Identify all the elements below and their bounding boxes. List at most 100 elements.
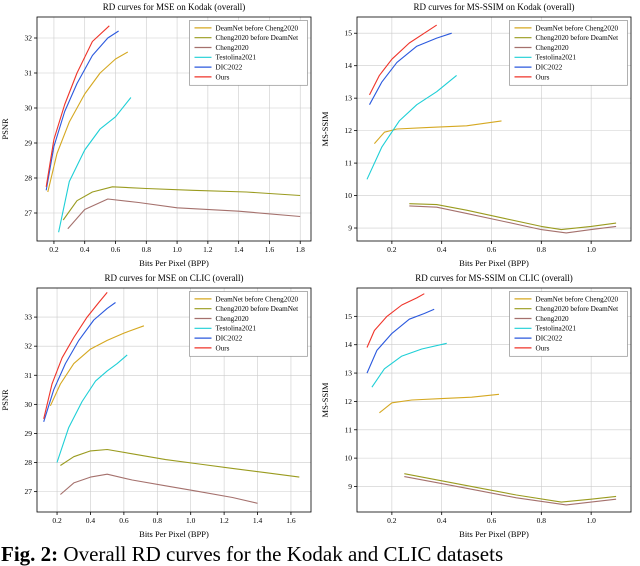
y-tick-label: 13 xyxy=(345,369,353,378)
x-tick-label: 1.0 xyxy=(186,516,196,525)
x-tick-label: 0.2 xyxy=(52,516,62,525)
chart-title: RD curves for MS-SSIM on CLIC (overall) xyxy=(415,273,572,283)
plot-frame xyxy=(356,16,632,242)
legend-box xyxy=(509,20,628,86)
y-tick-label: 15 xyxy=(345,312,353,321)
legend-label: Cheng2020 before DeamNet xyxy=(536,34,619,42)
y-tick-label: 31 xyxy=(25,69,33,78)
x-tick-label: 1.0 xyxy=(586,516,596,525)
series-line-cheng2020-before-deamnet xyxy=(409,203,617,231)
x-tick-label: 0.2 xyxy=(49,245,59,254)
x-tick-label: 0.2 xyxy=(387,245,397,254)
legend-label: Cheng2020 xyxy=(536,315,570,323)
legend-label: Testolina2021 xyxy=(216,325,257,333)
chart-mse-clic: 0.2 0.4 0.6 0.8 1.0 1.2 1.4 1.6 27 28 29 30 31 32 33 RD… xyxy=(0,271,320,542)
chart-title: RD curves for MS-SSIM on Kodak (overall) xyxy=(414,2,575,12)
x-tick-label: 0.2 xyxy=(387,516,397,525)
plot-frame xyxy=(36,16,312,242)
y-tick-label: 28 xyxy=(25,458,33,467)
legend-box xyxy=(189,20,308,86)
x-tick-label: 0.6 xyxy=(487,245,497,254)
y-tick-label: 27 xyxy=(25,487,33,496)
y-tick-label: 30 xyxy=(25,400,33,409)
series-line-testolina2021 xyxy=(371,342,447,388)
y-tick-label: 10 xyxy=(345,454,353,463)
legend-label: DIC2022 xyxy=(216,64,243,72)
chart-canvas: 0.2 0.4 0.6 0.8 1.0 1.2 1.4 1.6 27 28 29 30 31 32 33 RD… xyxy=(0,273,312,539)
legend-label: DIC2022 xyxy=(536,64,563,72)
legend-label: DeamNet before Cheng2020 xyxy=(536,295,619,303)
plot-frame xyxy=(36,287,312,513)
series-line-cheng2020 xyxy=(404,476,617,506)
series-line-cheng2020-before-deamnet xyxy=(60,448,300,478)
chart-title: RD curves for MSE on CLIC (overall) xyxy=(105,273,244,283)
y-tick-label: 10 xyxy=(345,191,353,200)
charts-grid: 0.2 0.4 0.6 0.8 1.0 1.2 1.4 1.6 1.8 27 28 29 30 31 32 R… xyxy=(0,0,640,542)
series-line-testolina2021 xyxy=(56,354,128,463)
caption-label: Fig. 2: xyxy=(1,542,59,566)
legend-label: Ours xyxy=(216,73,230,81)
chart-canvas: 0.2 0.4 0.6 0.8 1.0 1.2 1.4 1.6 1.8 27 28 29 30 31 32 R… xyxy=(0,2,312,268)
x-tick-label: 1.6 xyxy=(286,516,296,525)
series-line-dic2022 xyxy=(43,302,116,422)
x-tick-label: 0.8 xyxy=(153,516,163,525)
series-line-cheng2020 xyxy=(60,473,258,504)
x-tick-label: 0.4 xyxy=(437,245,447,254)
x-tick-label: 1.4 xyxy=(253,516,263,525)
y-axis-label: PSNR xyxy=(0,118,10,140)
series-line-cheng2020 xyxy=(67,198,301,230)
series-line-deamnet-before-cheng2020 xyxy=(47,51,129,193)
x-tick-label: 1.0 xyxy=(586,245,596,254)
x-tick-label: 0.6 xyxy=(111,245,121,254)
x-tick-label: 0.8 xyxy=(142,245,152,254)
x-tick-label: 0.6 xyxy=(119,516,129,525)
series-line-dic2022 xyxy=(366,308,435,374)
x-tick-label: 0.8 xyxy=(537,245,547,254)
y-tick-label: 14 xyxy=(345,340,353,349)
legend-label: Cheng2020 xyxy=(216,315,250,323)
legend-label: DIC2022 xyxy=(536,335,563,343)
x-tick-label: 1.4 xyxy=(234,245,244,254)
x-tick-label: 1.6 xyxy=(265,245,275,254)
x-tick-label: 0.4 xyxy=(86,516,96,525)
x-tick-label: 0.4 xyxy=(80,245,90,254)
y-tick-label: 28 xyxy=(25,174,33,183)
y-tick-label: 29 xyxy=(25,139,33,148)
y-axis-label: MS-SSIM xyxy=(320,382,330,417)
y-tick-label: 33 xyxy=(25,313,33,322)
legend-label: Ours xyxy=(536,73,550,81)
chart-msssim-kodak: 0.2 0.4 0.6 0.8 1.0 9 10 11 12 13 14 15 RD curves fo… xyxy=(320,0,640,271)
legend-label: Cheng2020 xyxy=(536,44,570,52)
plot-frame xyxy=(356,287,632,513)
legend-label: DeamNet before Cheng2020 xyxy=(216,295,299,303)
y-axis-label: MS-SSIM xyxy=(320,111,330,146)
series-line-testolina2021 xyxy=(58,97,132,233)
legend-box xyxy=(509,291,628,357)
series-line-deamnet-before-cheng2020 xyxy=(373,120,502,144)
series-line-ours xyxy=(45,25,110,187)
y-tick-label: 32 xyxy=(25,34,33,43)
series-line-ours xyxy=(366,293,425,348)
x-tick-label: 1.2 xyxy=(219,516,229,525)
y-tick-label: 11 xyxy=(345,159,352,168)
legend-label: DeamNet before Cheng2020 xyxy=(216,24,299,32)
y-tick-label: 9 xyxy=(348,482,352,491)
y-tick-label: 11 xyxy=(345,425,352,434)
legend-label: Cheng2020 before DeamNet xyxy=(216,305,299,313)
y-tick-label: 27 xyxy=(25,209,33,218)
series-line-dic2022 xyxy=(369,32,452,105)
chart-canvas: 0.2 0.4 0.6 0.8 1.0 9 10 11 12 13 14 15 RD curves fo… xyxy=(320,273,632,539)
caption-text: Overall RD curves for the Kodak and CLIC… xyxy=(58,542,504,566)
legend-label: DeamNet before Cheng2020 xyxy=(536,24,619,32)
y-tick-label: 9 xyxy=(348,224,352,233)
x-axis-label: Bits Per Pixel (BPP) xyxy=(459,529,529,539)
legend-label: Testolina2021 xyxy=(536,54,577,62)
y-tick-label: 29 xyxy=(25,429,33,438)
x-tick-label: 1.8 xyxy=(296,245,306,254)
chart-title: RD curves for MSE on Kodak (overall) xyxy=(103,2,245,12)
x-tick-label: 1.2 xyxy=(203,245,213,254)
y-tick-label: 13 xyxy=(345,94,353,103)
x-tick-label: 0.4 xyxy=(437,516,447,525)
legend-label: Ours xyxy=(536,344,550,352)
